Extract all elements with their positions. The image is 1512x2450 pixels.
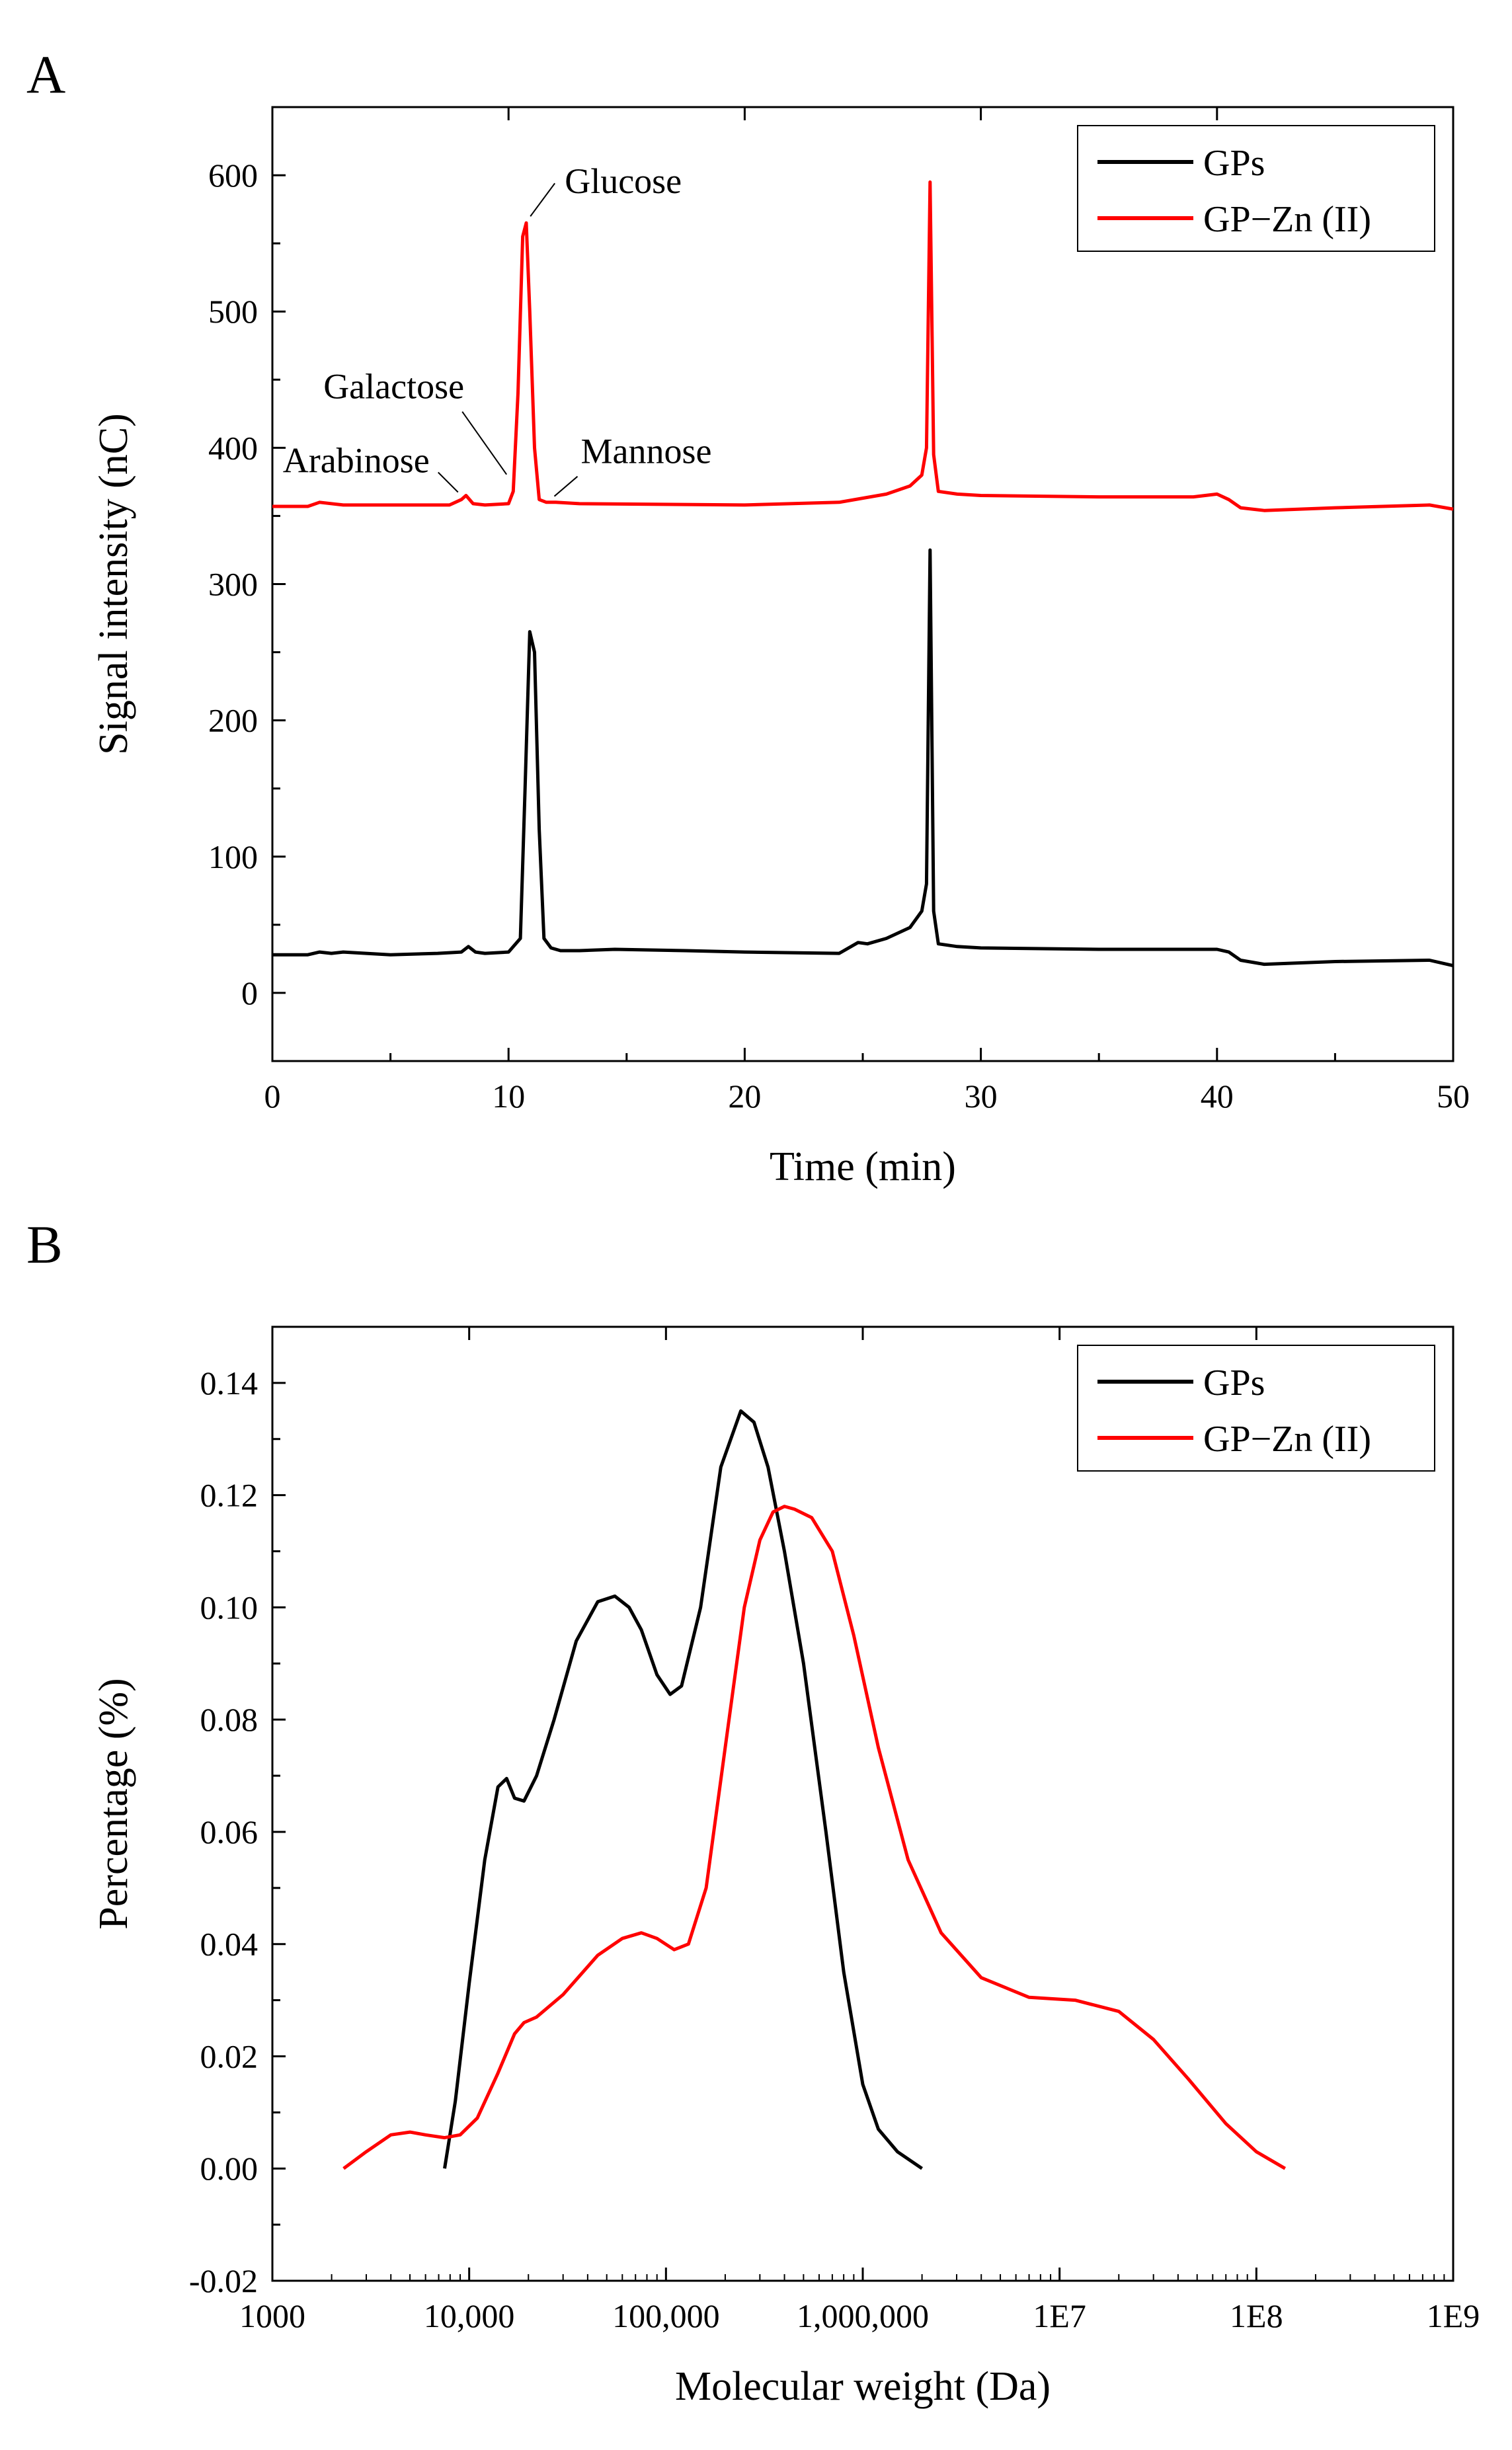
panel-a-annotations: Glucose Galactose Arabinose Mannose [283, 161, 711, 497]
glucose-leader-line [530, 182, 556, 217]
annotation-glucose: Glucose [565, 161, 682, 201]
panel-a-legend: GPs GP−Zn (II) [1077, 125, 1435, 252]
legend-label-gp-zn: GP−Zn (II) [1203, 1419, 1371, 1460]
y-tick-label: 0.02 [200, 2037, 259, 2075]
x-tick-label: 30 [965, 1078, 998, 1115]
series-line-gp-zn-ii [272, 180, 1454, 512]
y-tick-label: -0.02 [189, 2262, 258, 2299]
series-line-gps [443, 1409, 924, 2170]
panel-b-label: B [26, 1214, 63, 1275]
x-tick-label: 1E8 [1230, 2297, 1283, 2334]
panel-a-legend-box [1077, 125, 1435, 252]
y-tick-label: 500 [208, 293, 258, 330]
panel-a-x-axis-title: Time (min) [770, 1144, 956, 1189]
legend-label-gps: GPs [1203, 143, 1265, 184]
x-tick-label: 1E9 [1427, 2297, 1480, 2334]
y-tick-label: 0.12 [200, 1477, 259, 1514]
panel-a-label: A [26, 44, 65, 104]
x-tick-label: 1000 [239, 2297, 305, 2334]
x-tick-label: 50 [1437, 1078, 1470, 1115]
x-tick-label: 40 [1201, 1078, 1234, 1115]
y-tick-label: 400 [208, 429, 258, 466]
y-tick-label: 300 [208, 566, 258, 603]
series-line-gps [272, 548, 1454, 968]
y-tick-label: 200 [208, 702, 258, 739]
legend-label-gps: GPs [1203, 1363, 1265, 1403]
x-tick-label: 0 [264, 1078, 281, 1115]
panel-b-x-axis-title: Molecular weight (Da) [675, 2364, 1051, 2409]
panel-b-chart: 1000 10,000 100,000 1,000,000 1E7 1E8 1E9 -0.02… [91, 1325, 1480, 2409]
y-tick-label: 600 [208, 157, 258, 194]
panel-b-legend: GPs GP−Zn (II) [1077, 1345, 1435, 1472]
series-line-gp-zn-ii [342, 1505, 1287, 2170]
y-tick-label: 100 [208, 838, 258, 875]
panel-b-axis-ticks: 1000 10,000 100,000 1,000,000 1E7 1E8 1E9 -0.02… [189, 1325, 1480, 2334]
panel-b-series-lines [342, 1409, 1287, 2170]
x-tick-label: 20 [728, 1078, 761, 1115]
x-tick-label: 10,000 [424, 2297, 515, 2334]
y-tick-label: 0 [241, 974, 258, 1011]
panel-b-y-axis-title: Percentage (%) [91, 1678, 136, 1929]
panel-b-legend-box [1077, 1345, 1435, 1472]
x-tick-label: 100,000 [612, 2297, 720, 2334]
legend-label-gp-zn: GP−Zn (II) [1203, 199, 1371, 240]
annotation-arabinose: Arabinose [283, 441, 430, 481]
arabinose-leader-line [438, 471, 459, 493]
annotation-galactose: Galactose [323, 367, 464, 407]
mannose-leader-line [553, 475, 578, 497]
x-tick-label: 1,000,000 [797, 2297, 929, 2334]
y-tick-label: 0.10 [200, 1589, 259, 1626]
panel-a-series-lines [272, 180, 1454, 968]
x-tick-label: 1E7 [1033, 2297, 1086, 2334]
galactose-leader-line [461, 411, 508, 475]
panel-a-y-axis-title: Signal intensity (nC) [91, 413, 136, 755]
y-tick-label: 0.04 [200, 1926, 259, 1963]
x-tick-label: 10 [492, 1078, 525, 1115]
y-tick-label: 0.06 [200, 1813, 259, 1850]
y-tick-label: 0.14 [200, 1364, 259, 1402]
y-tick-label: 0.08 [200, 1701, 259, 1738]
y-tick-label: 0.00 [200, 2150, 259, 2187]
annotation-mannose: Mannose [580, 432, 711, 471]
